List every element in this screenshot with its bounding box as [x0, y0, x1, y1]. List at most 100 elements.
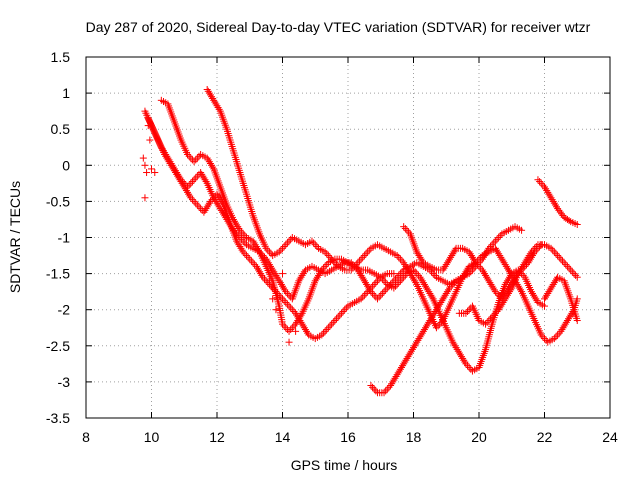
data-point-track-d: [282, 241, 290, 249]
data-point-track-a: [187, 194, 195, 202]
data-point-track-f: [416, 253, 424, 261]
data-point-track-k: [269, 295, 277, 303]
data-point-track-d: [264, 246, 272, 254]
data-point-track-b: [515, 284, 523, 292]
data-point-track-b: [494, 248, 502, 256]
data-point-track-f: [448, 252, 456, 260]
data-point-track-c: [418, 277, 426, 285]
data-point-track-g: [563, 262, 571, 270]
data-point-track-a: [342, 304, 350, 312]
data-point-track-g: [570, 270, 578, 278]
data-point-track-b: [393, 273, 401, 281]
data-point-track-c: [239, 230, 247, 238]
data-point-track-h: [539, 181, 547, 189]
data-point-track-a: [326, 322, 334, 330]
data-point-track-e: [440, 293, 448, 301]
data-point-track-g: [483, 318, 491, 326]
data-point-track-e: [422, 324, 430, 332]
data-point-track-a: [337, 309, 345, 317]
data-point-track-a: [253, 264, 261, 272]
data-point-track-e: [518, 226, 526, 234]
data-point-track-f: [413, 248, 421, 256]
data-point-track-c: [285, 327, 293, 335]
data-point-track-d: [329, 257, 337, 265]
data-point-track-b: [382, 286, 390, 294]
data-point-track-b: [173, 169, 181, 177]
data-point-track-c: [423, 284, 431, 292]
data-point-track-b: [223, 215, 231, 223]
data-point-track-i: [553, 275, 561, 283]
data-point-track-e: [418, 329, 426, 337]
data-point-track-b: [504, 266, 512, 274]
data-point-track-g: [496, 304, 504, 312]
data-point-track-c: [507, 271, 515, 279]
y-tick-label: -1.5: [46, 266, 70, 282]
data-point-track-d: [208, 93, 216, 101]
data-point-track-c: [187, 154, 195, 162]
data-point-track-c: [232, 219, 240, 227]
data-point-track-d: [277, 246, 285, 254]
data-point-track-c: [391, 282, 399, 290]
data-point-track-a: [235, 241, 243, 249]
data-point-track-d: [347, 266, 355, 274]
data-point-track-e: [414, 336, 422, 344]
data-point-track-b: [375, 293, 383, 301]
data-point-track-g: [527, 248, 535, 256]
data-point-track-b: [192, 174, 200, 182]
data-point-track-c: [318, 266, 326, 274]
data-point-track-g: [523, 255, 531, 263]
data-point-track-c: [295, 315, 303, 323]
data-point-track-c: [315, 271, 323, 279]
data-point-track-d: [308, 237, 316, 245]
data-point-track-h: [537, 179, 545, 187]
data-point-track-e: [424, 320, 432, 328]
data-point-track-g: [502, 293, 510, 301]
data-point-track-k: [265, 277, 273, 285]
data-point-track-g: [493, 308, 501, 316]
data-point-track-b: [179, 178, 187, 186]
data-point-track-g: [526, 250, 534, 258]
data-point-track-a: [299, 322, 307, 330]
data-point-track-e: [438, 297, 446, 305]
data-point-track-b: [157, 143, 165, 151]
y-tick-label: -1: [58, 230, 71, 246]
data-point-track-f: [472, 259, 480, 267]
data-point-track-c: [411, 268, 419, 276]
data-point-track-d: [349, 264, 357, 272]
data-point-track-e: [408, 345, 416, 353]
data-point-track-h: [544, 188, 552, 196]
data-point-track-e: [449, 280, 457, 288]
data-point-track-c: [459, 354, 467, 362]
data-point-track-c: [454, 347, 462, 355]
data-point-track-a: [321, 327, 329, 335]
data-point-track-d: [400, 259, 408, 267]
data-point-track-a: [359, 293, 367, 301]
data-point-track-d: [487, 280, 495, 288]
data-point-track-e: [447, 282, 455, 290]
data-point-track-a: [334, 313, 342, 321]
data-point-track-b: [276, 279, 284, 287]
data-point-track-b: [279, 282, 286, 290]
data-point-track-g: [515, 268, 523, 276]
data-point-track-f: [451, 246, 459, 254]
data-point-track-b: [231, 228, 239, 236]
data-point-track-e: [486, 243, 494, 251]
data-point-track-f: [465, 248, 473, 256]
data-point-track-i: [543, 291, 551, 299]
data-point-track-d: [485, 277, 493, 285]
data-point-track-b: [174, 170, 182, 178]
data-point-track-e: [450, 279, 458, 287]
data-point-track-c: [279, 320, 286, 328]
data-point-track-c: [428, 293, 436, 301]
data-point-track-h: [550, 199, 558, 207]
data-point-track-b: [169, 163, 177, 171]
data-point-track-d: [352, 261, 360, 269]
data-point-track-e: [367, 382, 375, 390]
y-tick-label: -3: [58, 374, 71, 390]
data-point-track-d: [393, 252, 401, 260]
data-point-track-a: [319, 329, 327, 337]
data-point-track-b: [398, 268, 406, 276]
data-point-track-d: [283, 239, 291, 247]
y-tick-label: 1.5: [51, 49, 71, 65]
data-point-track-a: [260, 275, 268, 283]
